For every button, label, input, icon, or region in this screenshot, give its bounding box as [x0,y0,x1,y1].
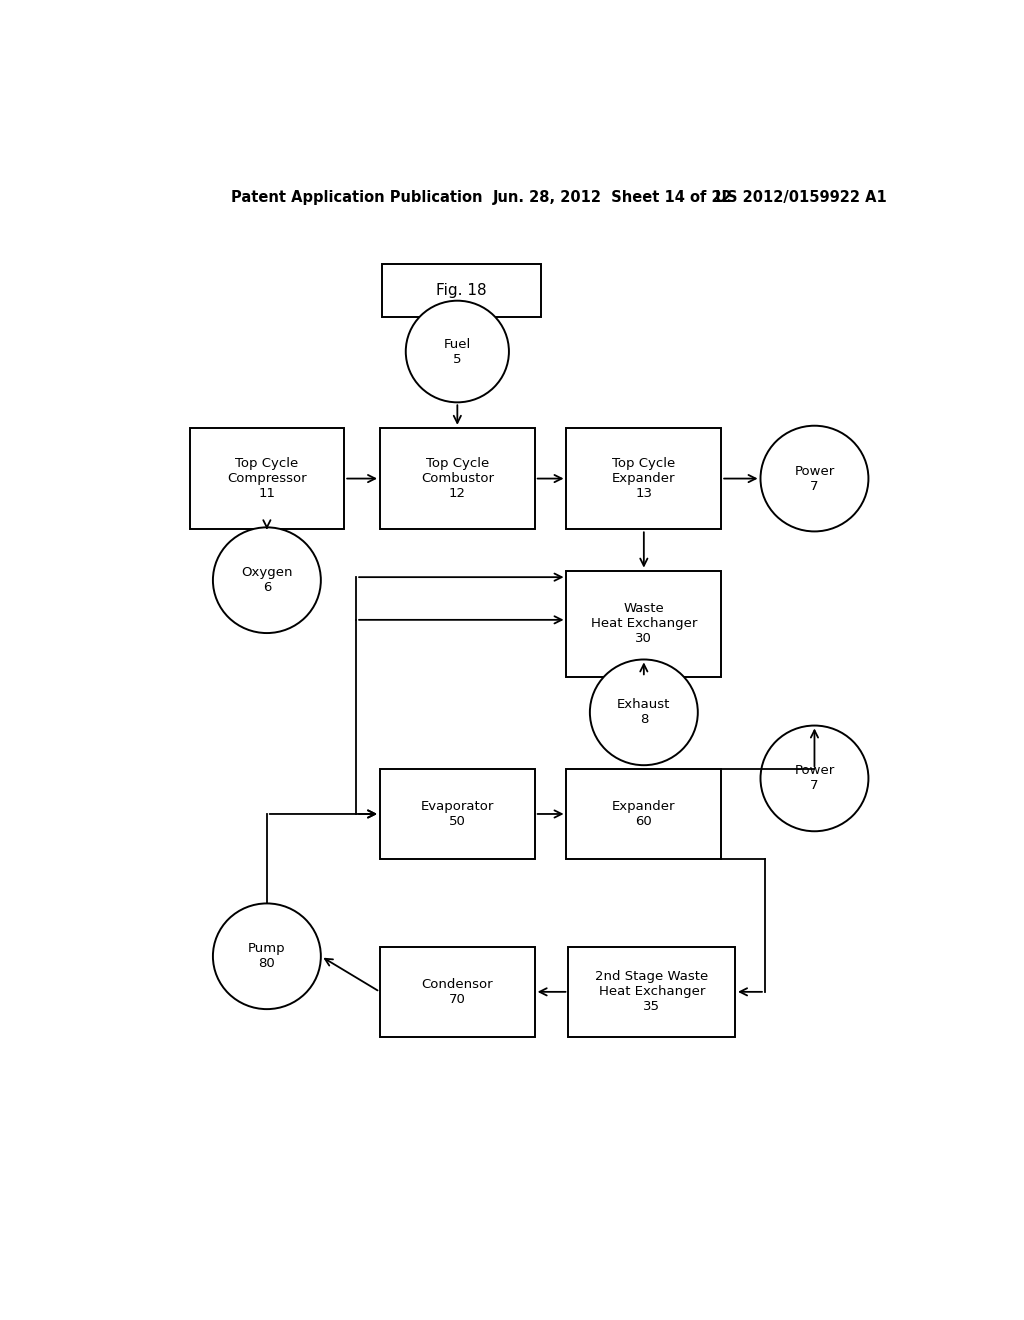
Text: Power
7: Power 7 [795,764,835,792]
Bar [566,570,721,677]
Bar [380,770,535,859]
Ellipse shape [213,528,321,634]
Text: Evaporator
50: Evaporator 50 [421,800,494,828]
Text: Exhaust
8: Exhaust 8 [617,698,671,726]
Text: Pump
80: Pump 80 [248,942,286,970]
Text: Fig. 18: Fig. 18 [436,282,486,298]
Bar [566,428,721,529]
Text: Oxygen
6: Oxygen 6 [241,566,293,594]
Bar [380,428,535,529]
Bar [568,948,735,1036]
Text: 2nd Stage Waste
Heat Exchanger
35: 2nd Stage Waste Heat Exchanger 35 [595,970,709,1014]
Text: Patent Application Publication: Patent Application Publication [231,190,482,205]
Bar [566,770,721,859]
Text: Expander
60: Expander 60 [612,800,676,828]
Bar [382,264,541,317]
Ellipse shape [590,660,697,766]
Text: US 2012/0159922 A1: US 2012/0159922 A1 [715,190,887,205]
Bar [189,428,344,529]
Text: Waste
Heat Exchanger
30: Waste Heat Exchanger 30 [591,602,697,645]
Bar [380,948,535,1036]
Ellipse shape [761,726,868,832]
Ellipse shape [406,301,509,403]
Ellipse shape [213,903,321,1008]
Text: Power
7: Power 7 [795,465,835,492]
Text: Jun. 28, 2012  Sheet 14 of 22: Jun. 28, 2012 Sheet 14 of 22 [494,190,733,205]
Ellipse shape [761,426,868,532]
Text: Top Cycle
Compressor
11: Top Cycle Compressor 11 [227,457,307,500]
Text: Top Cycle
Combustor
12: Top Cycle Combustor 12 [421,457,494,500]
Text: Top Cycle
Expander
13: Top Cycle Expander 13 [612,457,676,500]
Text: Fuel
5: Fuel 5 [443,338,471,366]
Text: Condensor
70: Condensor 70 [422,978,494,1006]
